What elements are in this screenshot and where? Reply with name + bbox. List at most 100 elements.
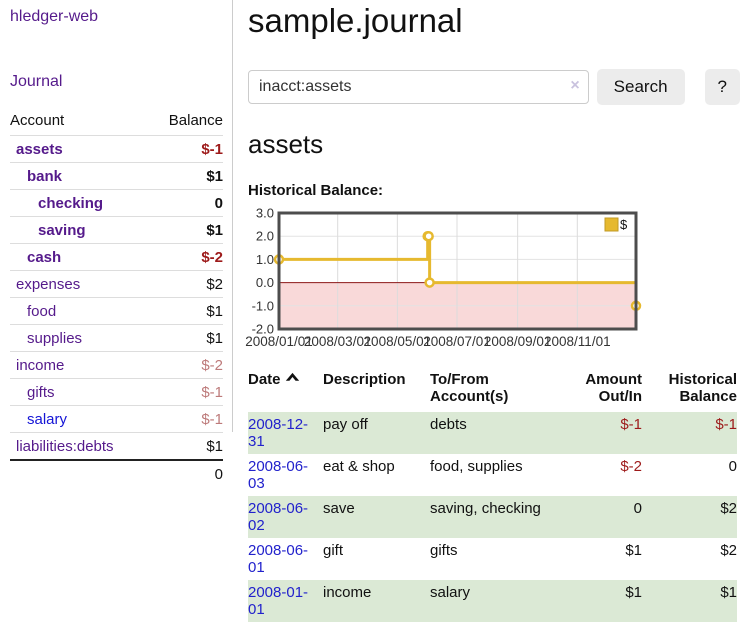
account-row: checking 0 — [10, 190, 223, 217]
account-balance: $-2 — [150, 352, 223, 379]
transaction-row: 2008-06-02 save saving, checking 0 $2 — [248, 496, 737, 538]
help-button[interactable]: ? — [705, 69, 740, 105]
account-row: supplies $1 — [10, 325, 223, 352]
account-balance: $-1 — [150, 136, 223, 163]
txn-date-link[interactable]: 2008-06-03 — [248, 458, 308, 492]
historical-balance-chart: $3.02.01.00.0-1.0-2.02008/01/012008/03/0… — [248, 210, 648, 350]
account-cell: bank — [10, 163, 150, 190]
account-cell: expenses — [10, 271, 150, 298]
account-row: liabilities:debts $1 — [10, 433, 223, 461]
transactions-header: Date Description To/From Account(s) Amou… — [248, 371, 737, 412]
accounts-table-header: Account Balance — [10, 112, 223, 136]
txn-description: pay off — [323, 412, 430, 454]
account-balance: $-1 — [150, 379, 223, 406]
txn-amount: $1 — [556, 538, 642, 580]
account-link[interactable]: cash — [27, 249, 61, 266]
sidebar: hledger-web Journal Account Balance asse… — [0, 0, 233, 432]
sort-ascending-icon — [285, 372, 300, 385]
accounts-total-section: 0 — [10, 460, 223, 487]
accounts-table: Account Balance assets $-1 bank $1 check… — [10, 112, 223, 487]
accounts-header-balance: Balance — [150, 112, 223, 136]
account-row: bank $1 — [10, 163, 223, 190]
svg-text:0.0: 0.0 — [256, 275, 274, 290]
svg-text:2008/01/01: 2008/01/01 — [245, 334, 313, 349]
account-cell: assets — [10, 136, 150, 163]
account-link[interactable]: income — [16, 357, 64, 374]
account-link[interactable]: salary — [27, 411, 67, 428]
account-cell: cash — [10, 244, 150, 271]
account-cell: food — [10, 298, 150, 325]
account-link[interactable]: supplies — [27, 330, 82, 347]
sidebar-item-journal[interactable]: Journal — [10, 73, 223, 91]
txn-accounts: saving, checking — [430, 496, 556, 538]
account-balance: $1 — [150, 325, 223, 352]
account-cell: income — [10, 352, 150, 379]
account-link[interactable]: assets — [16, 141, 63, 158]
txn-amount: $-1 — [556, 412, 642, 454]
account-link[interactable]: food — [27, 303, 56, 320]
search-button[interactable]: Search — [597, 69, 685, 105]
txn-amount: $1 — [556, 580, 642, 622]
account-link[interactable]: checking — [38, 195, 103, 212]
account-link[interactable]: expenses — [16, 276, 80, 293]
txn-date-link[interactable]: 2008-06-01 — [248, 542, 308, 576]
txn-balance: 0 — [642, 454, 737, 496]
txn-date-cell: 2008-06-02 — [248, 496, 323, 538]
transaction-row: 2008-12-31 pay off debts $-1 $-1 — [248, 412, 737, 454]
chart-heading: Historical Balance: — [248, 182, 740, 199]
account-cell: checking — [10, 190, 150, 217]
account-row: income $-2 — [10, 352, 223, 379]
account-link[interactable]: liabilities:debts — [16, 438, 114, 455]
transaction-row: 2008-06-03 eat & shop food, supplies $-2… — [248, 454, 737, 496]
txn-amount: $-2 — [556, 454, 642, 496]
account-link[interactable]: bank — [27, 168, 62, 185]
clear-search-icon[interactable]: × — [570, 78, 579, 94]
account-balance: $-1 — [150, 406, 223, 433]
header-balance: Historical Balance — [642, 371, 737, 412]
txn-date-cell: 2008-06-01 — [248, 538, 323, 580]
txn-balance: $2 — [642, 496, 737, 538]
txn-description: gift — [323, 538, 430, 580]
txn-accounts: food, supplies — [430, 454, 556, 496]
account-balance: $2 — [150, 271, 223, 298]
svg-text:2008/03/01: 2008/03/01 — [304, 334, 372, 349]
page-title: sample.journal — [248, 2, 740, 40]
txn-date-link[interactable]: 2008-06-02 — [248, 500, 308, 534]
account-balance: $1 — [150, 433, 223, 461]
account-row: saving $1 — [10, 217, 223, 244]
svg-text:2008/07/01: 2008/07/01 — [423, 334, 491, 349]
account-row: cash $-2 — [10, 244, 223, 271]
app-title: hledger-web — [10, 8, 223, 26]
txn-balance: $2 — [642, 538, 737, 580]
account-balance: $-2 — [150, 244, 223, 271]
account-cell: salary — [10, 406, 150, 433]
svg-text:$: $ — [620, 217, 628, 232]
txn-description: eat & shop — [323, 454, 430, 496]
accounts-table-body: assets $-1 bank $1 checking 0 saving $1 — [10, 136, 223, 461]
svg-text:2008/05/01: 2008/05/01 — [364, 334, 432, 349]
txn-date-cell: 2008-12-31 — [248, 412, 323, 454]
app-title-link[interactable]: hledger-web — [10, 8, 98, 25]
transactions-body: 2008-12-31 pay off debts $-1 $-1 2008-06… — [248, 412, 737, 622]
account-link[interactable]: saving — [38, 222, 86, 239]
txn-description: save — [323, 496, 430, 538]
txn-date-cell: 2008-06-03 — [248, 454, 323, 496]
txn-description: income — [323, 580, 430, 622]
accounts-header-account: Account — [10, 112, 150, 136]
txn-balance: $1 — [642, 580, 737, 622]
txn-accounts: debts — [430, 412, 556, 454]
svg-text:2008/09/01: 2008/09/01 — [484, 334, 552, 349]
main-content: sample.journal × Search ? assets Histori… — [248, 0, 740, 622]
txn-date-link[interactable]: 2008-01-01 — [248, 584, 308, 618]
header-date-label: Date — [248, 371, 281, 388]
account-cell: gifts — [10, 379, 150, 406]
svg-text:2008/11/01: 2008/11/01 — [544, 334, 611, 349]
txn-date-link[interactable]: 2008-12-31 — [248, 416, 308, 450]
account-link[interactable]: gifts — [27, 384, 55, 401]
txn-accounts: salary — [430, 580, 556, 622]
header-amount: Amount Out/In — [556, 371, 642, 412]
account-balance: $1 — [150, 298, 223, 325]
header-date[interactable]: Date — [248, 371, 323, 412]
account-cell: saving — [10, 217, 150, 244]
search-input[interactable] — [248, 70, 589, 104]
